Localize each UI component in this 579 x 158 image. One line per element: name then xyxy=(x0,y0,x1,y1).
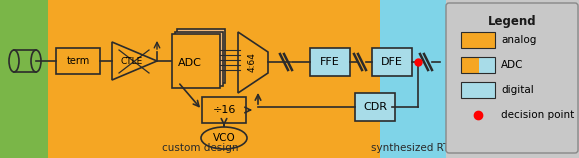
Text: synthesized RTL: synthesized RTL xyxy=(371,143,455,153)
Bar xyxy=(172,34,220,88)
Bar xyxy=(461,32,495,48)
Text: digital: digital xyxy=(501,85,534,95)
Text: ADC: ADC xyxy=(501,60,523,70)
Text: Legend: Legend xyxy=(488,15,536,28)
Bar xyxy=(479,57,495,73)
Bar xyxy=(461,57,495,73)
Polygon shape xyxy=(112,42,157,80)
Bar xyxy=(48,0,380,158)
Text: analog: analog xyxy=(501,35,536,45)
Ellipse shape xyxy=(9,50,19,72)
Text: FFE: FFE xyxy=(320,57,340,67)
Text: VCO: VCO xyxy=(212,133,236,143)
Bar xyxy=(310,48,350,76)
Text: custom design: custom design xyxy=(162,143,238,153)
Bar xyxy=(461,57,479,73)
Bar xyxy=(446,0,579,158)
Bar xyxy=(380,0,446,158)
Text: CDR: CDR xyxy=(363,102,387,112)
FancyBboxPatch shape xyxy=(446,3,578,153)
Bar xyxy=(461,82,495,98)
Bar xyxy=(0,0,48,158)
Text: term: term xyxy=(67,56,90,66)
Text: CTLE: CTLE xyxy=(121,57,143,66)
Bar xyxy=(14,50,36,72)
Text: DFE: DFE xyxy=(381,57,403,67)
Bar xyxy=(56,48,100,74)
Text: ADC: ADC xyxy=(178,58,202,68)
Polygon shape xyxy=(238,32,268,93)
Text: ÷16: ÷16 xyxy=(212,105,236,115)
Bar xyxy=(355,93,395,121)
Text: 4:64: 4:64 xyxy=(247,52,256,72)
Text: decision point: decision point xyxy=(501,110,574,120)
Ellipse shape xyxy=(201,127,247,149)
Bar xyxy=(372,48,412,76)
Bar xyxy=(202,97,246,123)
Ellipse shape xyxy=(31,50,41,72)
Bar xyxy=(177,29,225,83)
Bar xyxy=(174,31,222,85)
